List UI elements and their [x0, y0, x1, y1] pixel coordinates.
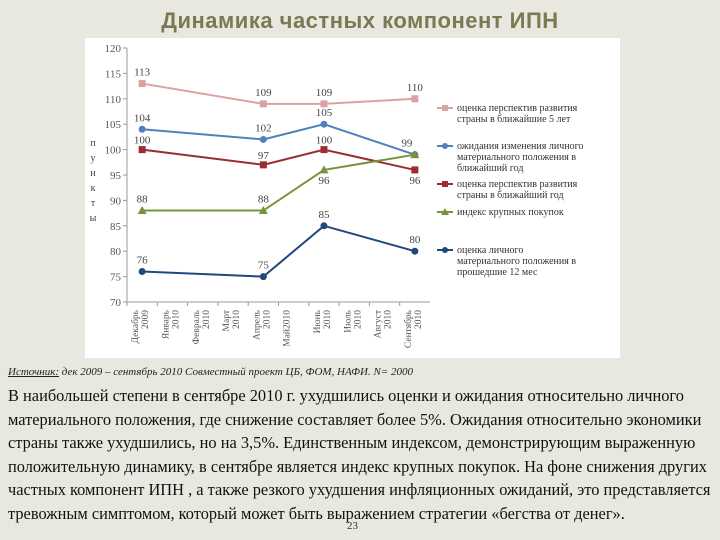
y-axis-label-letter: т: [91, 198, 96, 209]
x-tick-label: 2009: [141, 310, 151, 329]
body-paragraph: В наибольшей степени в сентябре 2010 г. …: [8, 386, 711, 523]
data-point-marker: [258, 206, 268, 215]
data-label: 96: [409, 175, 421, 187]
source-label: Источник:: [8, 366, 59, 378]
data-label: 105: [316, 107, 333, 119]
data-label: 102: [255, 122, 272, 134]
x-tick-label: Июнь: [313, 309, 323, 333]
data-label: 104: [134, 112, 151, 124]
y-tick-label: 95: [110, 170, 122, 182]
series-line: [142, 148, 416, 171]
data-point-marker: [320, 100, 328, 108]
legend-entry: оценка перспектив развития страны в ближа…: [457, 179, 578, 201]
y-axis-label-letter: ы: [90, 213, 97, 224]
data-label: 88: [137, 194, 149, 206]
legend-entry: ожидания изменения личного материального …: [457, 141, 583, 174]
data-label: 76: [137, 255, 149, 267]
y-axis-label-letter: у: [91, 153, 96, 164]
data-point-marker: [259, 135, 267, 143]
legend-entry: индекс крупных покупок: [457, 207, 564, 218]
x-tick-label: Август: [374, 309, 384, 338]
data-label: 88: [258, 194, 270, 206]
data-label: 85: [318, 209, 330, 221]
source-note: Источник: дек 2009 – сентябрь 2010 Совме…: [8, 366, 413, 378]
data-label: 99: [401, 138, 413, 150]
data-label: 97: [258, 150, 270, 162]
legend-swatch-marker: [442, 143, 448, 149]
x-tick-label: Май2010: [282, 310, 293, 347]
data-point-marker: [259, 161, 267, 169]
y-axis-label-letter: н: [90, 168, 96, 179]
x-tick-label: Февраль: [192, 309, 202, 344]
series-line: [142, 153, 416, 212]
data-label: 113: [134, 67, 151, 79]
legend-swatch-marker: [442, 181, 448, 187]
y-tick-label: 105: [105, 119, 122, 131]
y-tick-label: 115: [105, 68, 122, 80]
data-label: 75: [258, 260, 270, 272]
y-tick-label: 85: [110, 221, 122, 233]
x-tick-label: Декабрь: [130, 309, 141, 343]
series-line: [142, 123, 416, 156]
y-tick-label: 120: [105, 43, 122, 55]
x-tick-label: Июль: [343, 309, 353, 332]
data-label: 109: [316, 87, 333, 99]
data-point-marker: [259, 100, 267, 108]
data-point-marker: [138, 268, 146, 276]
data-point-marker: [138, 80, 146, 88]
data-label: 100: [316, 135, 333, 147]
x-tick-label: 2010: [384, 310, 394, 329]
data-point-marker: [411, 166, 419, 174]
legend-swatch-marker: [441, 208, 449, 215]
data-point-marker: [411, 95, 419, 103]
series-line: [142, 224, 416, 278]
data-label: 109: [255, 87, 272, 99]
data-point-marker: [138, 125, 146, 133]
y-axis-label-letter: к: [91, 183, 96, 194]
chart-panel: 70 75 80 85 90 95 100 105 110 115 120 п у н к т ы Декабрь…: [85, 38, 620, 358]
data-point-marker: [410, 150, 420, 159]
y-axis-label-letter: п: [90, 138, 96, 149]
x-tick-label: Апрель: [252, 309, 262, 340]
y-tick-label: 70: [110, 297, 122, 309]
x-tick-label: Март: [222, 309, 232, 331]
data-point-marker: [137, 206, 147, 215]
data-label: 80: [409, 234, 421, 246]
data-label: 96: [318, 175, 330, 187]
data-point-marker: [411, 247, 419, 255]
x-tick-label: 2010: [171, 310, 181, 329]
x-tick-label: 2010: [202, 310, 212, 329]
data-label: 110: [407, 82, 424, 94]
y-tick-label: 80: [110, 246, 122, 258]
data-point-marker: [320, 120, 328, 128]
legend-swatch-marker: [442, 247, 448, 253]
data-point-marker: [319, 165, 329, 174]
y-tick-label: 90: [110, 195, 122, 207]
page-number: 23: [347, 520, 358, 532]
x-tick-label: 2010: [353, 310, 363, 329]
source-text: дек 2009 – сентябрь 2010 Совместный прое…: [59, 366, 413, 378]
data-point-marker: [259, 273, 267, 281]
data-point-marker: [320, 146, 328, 154]
x-tick-label: Сентябрь: [403, 309, 414, 348]
y-tick-label: 110: [105, 94, 122, 106]
y-tick-label: 100: [105, 145, 122, 157]
x-tick-label: 2010: [323, 310, 333, 329]
slide-title: Динамика частных компонент ИПН: [161, 8, 559, 33]
x-tick-label: Январь: [161, 309, 171, 339]
data-point-marker: [138, 146, 146, 154]
x-tick-label: 2010: [262, 310, 272, 329]
legend-swatch-marker: [442, 105, 448, 111]
data-label: 100: [134, 135, 151, 147]
data-point-marker: [320, 222, 328, 230]
x-tick-label: 2010: [232, 310, 242, 329]
series-line: [141, 82, 415, 105]
y-tick-label: 75: [110, 272, 122, 284]
legend-entry: оценка перспектив развития страны в ближа…: [457, 103, 578, 125]
x-tick-label: 2010: [414, 310, 424, 329]
